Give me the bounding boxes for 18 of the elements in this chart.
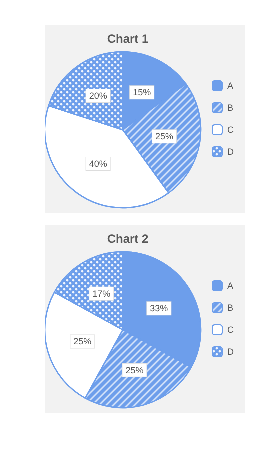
data-label: 40%: [89, 158, 108, 169]
legend-label: C: [228, 125, 234, 135]
data-label: 33%: [150, 304, 168, 314]
data-label: 25%: [74, 336, 92, 347]
chart-title: Chart 1: [107, 32, 149, 46]
legend-label: A: [228, 281, 234, 291]
data-label: 15%: [133, 88, 152, 98]
legend-label: A: [228, 81, 234, 91]
data-label: 25%: [155, 132, 174, 142]
legend-label: B: [228, 103, 234, 113]
legend-label: D: [228, 347, 234, 357]
data-label: 17%: [92, 288, 111, 299]
data-label: 25%: [126, 365, 144, 376]
legend-label: C: [228, 325, 234, 335]
legend-label: D: [228, 147, 234, 157]
data-label: 20%: [89, 91, 108, 102]
legend-label: B: [228, 303, 234, 313]
chart-title: Chart 2: [107, 232, 149, 246]
